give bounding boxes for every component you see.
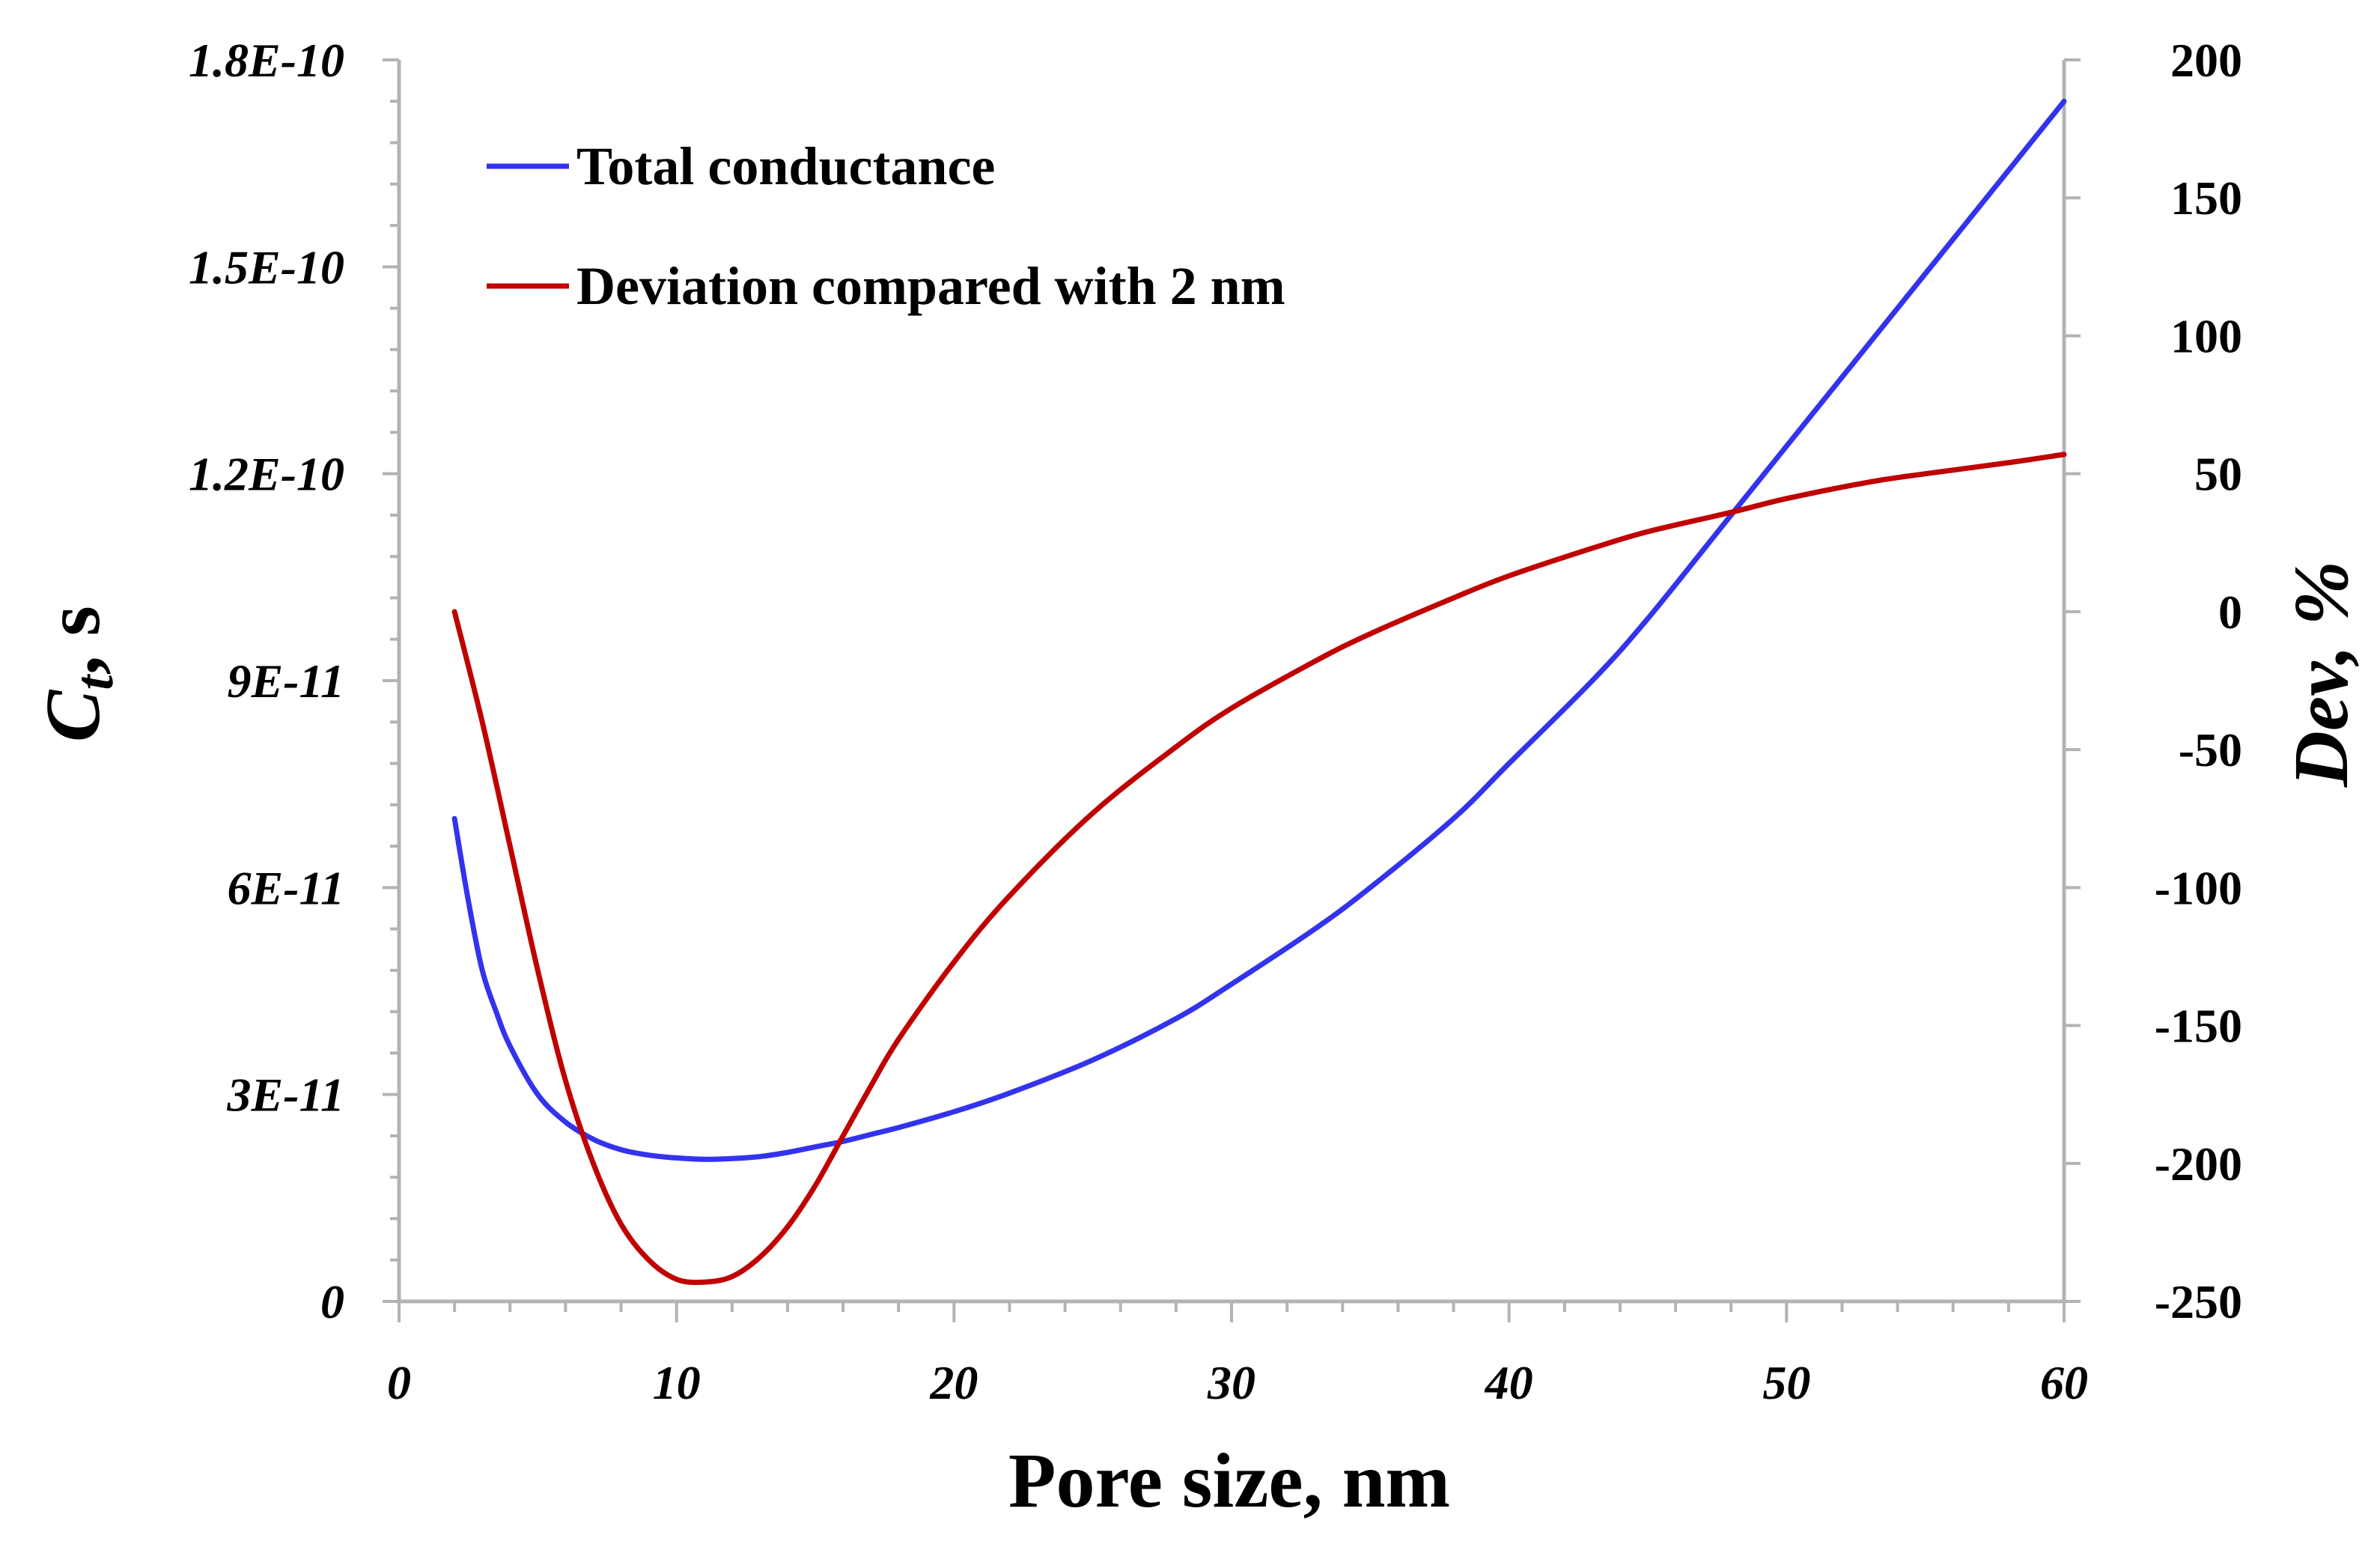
y-right-tick-label: 50 [2194, 448, 2242, 501]
x-tick-label: 50 [1762, 1356, 1810, 1409]
legend-label: Deviation compared with 2 nm [576, 256, 1285, 316]
y-left-axis-label: Ct, s [30, 606, 124, 742]
y-right-axis-label: Dev, % [2278, 561, 2364, 788]
y-right-tick-label: 100 [2170, 309, 2242, 362]
y-right-tick-label: -100 [2155, 861, 2242, 914]
y-right-tick-label: 200 [2170, 34, 2242, 87]
y-left-label-main: C [30, 689, 116, 742]
y-right-tick-label: -200 [2155, 1137, 2242, 1191]
tick-labels: 0 10 20 30 40 50 60 0 3E-11 6E-11 9E-11 1.2E-10 1.5E… [189, 34, 2242, 1409]
x-tick-label: 20 [929, 1356, 978, 1409]
y-left-tick-label: 1.2E-10 [189, 448, 344, 501]
x-tick-label: 40 [1485, 1356, 1533, 1409]
series-deviation [451, 452, 2067, 1286]
series-lines [451, 98, 2067, 1286]
y-left-label-sub: t [64, 674, 124, 690]
y-right-tick-label: 0 [2218, 586, 2242, 639]
x-tick-label: 0 [387, 1356, 411, 1409]
axes [397, 60, 2066, 1304]
x-axis-label: Pore size, nm [1008, 1438, 1450, 1524]
y-left-tick-label: 3E-11 [227, 1069, 344, 1122]
series-line [451, 452, 2067, 1286]
legend: Total conductance Deviation compared with… [487, 136, 1285, 316]
y-right-tick-label: -50 [2179, 723, 2242, 776]
y-left-tick-label: 1.8E-10 [189, 34, 344, 87]
y-left-tick-label: 1.5E-10 [189, 240, 344, 294]
y-left-tick-label: 0 [320, 1275, 344, 1328]
y-right-tick-label: -250 [2155, 1275, 2242, 1328]
y-left-tick-label: 9E-11 [228, 654, 344, 708]
legend-label: Total conductance [576, 136, 995, 196]
y-left-tick-label: 6E-11 [228, 861, 344, 914]
ticks [383, 58, 2081, 1322]
x-tick-label: 10 [653, 1356, 701, 1409]
y-right-tick-label: -150 [2155, 1000, 2242, 1053]
x-tick-label: 30 [1207, 1356, 1256, 1409]
y-left-label-suffix: , s [30, 606, 116, 675]
x-tick-label: 60 [2040, 1356, 2088, 1409]
y-right-tick-label: 150 [2170, 171, 2242, 225]
